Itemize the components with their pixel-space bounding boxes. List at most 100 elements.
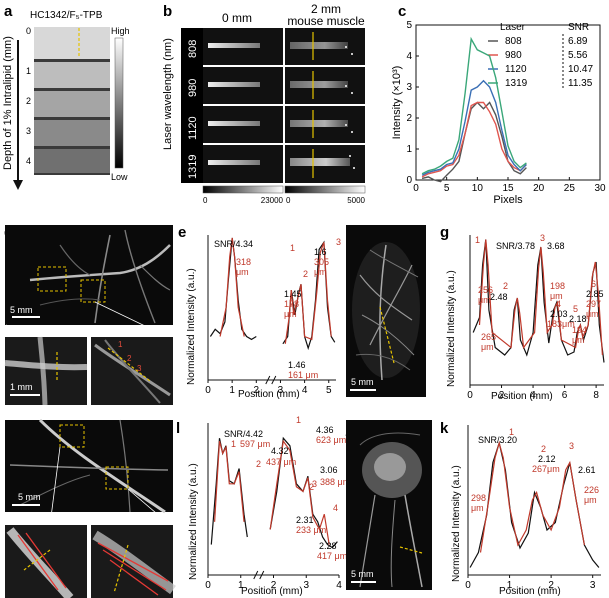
panel-c-letter: c — [398, 3, 406, 20]
panel-g-ann-19: 2.85 — [586, 289, 604, 299]
panel-g-ann-1: 256 — [478, 285, 493, 295]
panel-l-xtick-label-1: 1 — [238, 580, 244, 591]
panel-l-letter: l — [176, 420, 180, 437]
panel-c-ytick-label-5: 5 — [406, 20, 412, 31]
panel-a-colorbar-high: High — [111, 26, 130, 36]
panel-c-xtick-label-2: 10 — [472, 183, 484, 194]
panel-l-series-fit-1 — [269, 439, 330, 545]
panel-g-ann-5: 265 — [481, 332, 496, 342]
panel-c-legend-snr-1120: 10.47 — [568, 64, 593, 75]
panel-k-xlabel: Position (mm) — [499, 586, 561, 597]
panel-c-xtick-label-0: 0 — [413, 183, 419, 194]
panel-k-ann-0: 1 — [509, 427, 514, 437]
panel-l-ann-10: 3 — [312, 479, 317, 489]
panel-k-ann-4: 2.12 — [538, 454, 556, 464]
panel-l-axis-break-b — [259, 570, 265, 580]
panel-k-xtick-label-1: 1 — [507, 580, 513, 591]
panel-g-ylabel: Normalized Intensity (a.u.) — [446, 270, 457, 387]
panel-l-ann-16: 417 μm — [317, 551, 347, 561]
panel-e-xtick-label-4: 4 — [302, 385, 308, 396]
panel-e-ylabel: Normalized Intensity (a.u.) — [186, 268, 197, 385]
panel-c-ytick-label-3: 3 — [406, 82, 412, 93]
panel-k-series-fit-0 — [479, 440, 585, 553]
panel-e-xlabel: Position (mm) — [238, 389, 300, 400]
panel-c-ytick-label-1: 1 — [406, 144, 412, 155]
panel-g-ann-8: 3.68 — [547, 241, 565, 251]
panel-a-tick-3: 3 — [26, 126, 31, 136]
panel-g-chart: 0 2 4 6 8 — [467, 235, 605, 401]
panel-a-colorbar-low: Low — [111, 172, 128, 182]
panel-e-xtick-label-0: 0 — [205, 385, 211, 396]
panel-g-xtick-label-1: 2 — [499, 390, 505, 401]
panel-d-inset-label-1: 1 — [118, 340, 123, 349]
panel-e-series-fit-1 — [284, 242, 332, 344]
panel-c-series-line-1319 — [421, 36, 527, 175]
panel-g-ann-2: μm — [478, 295, 491, 305]
panel-a-ylabel: Depth of 1% Intralipid (mm) — [2, 36, 14, 170]
panel-e-xtick-label-5: 5 — [326, 385, 332, 396]
panel-k-series-measured-0 — [469, 440, 600, 568]
panel-e-xtick-label-2: 2 — [254, 385, 260, 396]
panel-g-ann-17: μm — [572, 335, 585, 345]
panel-k-ann-2: μm — [471, 503, 484, 513]
panel-c-legend-label-980: 980 — [505, 50, 522, 61]
panel-d-scale-bottom: 1 mm — [10, 382, 33, 392]
panel-g-ann-20: 297 — [586, 299, 601, 309]
panel-b-scalebar-right — [284, 185, 366, 194]
panel-l-ann-5: 1 — [296, 415, 301, 425]
panel-e-ann-0: 318 — [236, 257, 251, 267]
panel-k-letter: k — [440, 420, 449, 437]
figure-row-2: d 5 mm 1 mm 1 2 3 e Normalized Intensity… — [4, 224, 605, 405]
panel-l-ann-7: 623 μm — [316, 435, 346, 445]
panel-g-xtick-label-0: 0 — [467, 390, 473, 401]
panel-k-xtick-label-2: 2 — [548, 580, 554, 591]
panel-d-inset-label-2: 2 — [127, 354, 132, 363]
panel-e-axis-break-b — [271, 375, 277, 385]
panel-k-xtick-label-0: 0 — [465, 580, 471, 591]
panel-e-letter: e — [178, 224, 186, 241]
panel-j-vessel-image — [346, 420, 432, 590]
panel-e-ann-2: 1.45 — [284, 289, 302, 299]
panel-g-letter: g — [440, 224, 449, 241]
panel-c-xtick-label-3: 15 — [502, 183, 514, 194]
panel-k-ann-1: 298 — [471, 493, 486, 503]
panel-e-ann-1: μm — [236, 267, 249, 277]
panel-g-ann-14: 5 — [573, 304, 578, 314]
panel-c-axes-frame — [415, 24, 601, 181]
panel-l-ann-4: 437 μm — [266, 457, 296, 467]
panel-g-snr: SNR/3.78 — [496, 241, 535, 251]
panel-k-ann-5: 267μm — [532, 464, 560, 474]
panel-c-legend-label-1319: 1319 — [505, 78, 528, 89]
panel-c-xlabel: Pixels — [493, 194, 523, 205]
panel-e-ann-10: 1 — [290, 243, 295, 253]
panel-a-depth-images — [34, 27, 110, 175]
panel-c-series-line-1120 — [421, 79, 527, 176]
panel-b-left-min: 0 — [203, 196, 208, 205]
panel-k-chart: 0 1 2 3 — [465, 425, 601, 591]
panel-e-axis-break-a — [265, 375, 271, 385]
panel-g-ann-11: 4 — [556, 299, 561, 309]
panel-b-right-min: 0 — [286, 196, 291, 205]
panel-e-ann-5: 1.6 — [314, 247, 327, 257]
panel-g-ann-10: μm — [550, 291, 563, 301]
panel-g-ann-16: 194 — [572, 325, 587, 335]
panel-l-xlabel: Position (mm) — [241, 586, 303, 597]
panel-a-tick-1: 1 — [26, 66, 31, 76]
panel-g-ann-0: 1 — [475, 235, 480, 245]
panel-g-series-fit-0 — [478, 239, 603, 356]
panel-a-title: HC1342/F₅-TPB — [30, 10, 103, 21]
panel-c-legend-label-808: 808 — [505, 36, 522, 47]
panel-g-ann-7: 3 — [540, 233, 545, 243]
panel-c-ytick-label-0: 0 — [406, 175, 412, 186]
panel-h-scale: 5 mm — [18, 492, 41, 502]
panel-k-ann-3: 2 — [541, 444, 546, 454]
panel-c-legend-snr-808: 6.89 — [568, 36, 588, 47]
panel-g-ann-9: 198 — [550, 281, 565, 291]
panel-k-snr: SNR/3.20 — [478, 435, 517, 445]
panel-j-scale: 5 mm — [351, 569, 374, 579]
panel-b-row-1319: 1319 — [187, 155, 199, 179]
figure-row-3: h 5 mm l Normalized Intensity (a.u.) 012… — [4, 415, 601, 598]
panel-c-xtick-label-4: 20 — [533, 183, 545, 194]
panel-l-ann-15: 2.28 — [319, 541, 337, 551]
panel-b-right-max: 5000 — [347, 196, 365, 205]
